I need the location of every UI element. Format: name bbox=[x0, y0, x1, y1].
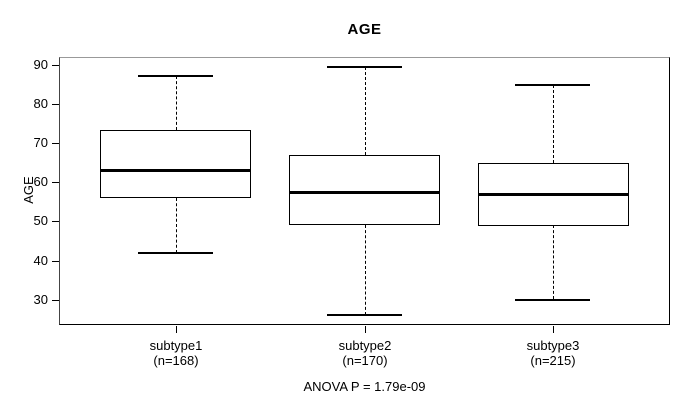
upper-whisker-line bbox=[176, 76, 177, 130]
lower-whisker-line bbox=[553, 225, 554, 299]
lower-whisker-line bbox=[176, 198, 177, 253]
x-category-n: (n=215) bbox=[530, 353, 576, 368]
lower-whisker-cap bbox=[138, 252, 213, 254]
x-category-label: subtype3 (n=215) bbox=[473, 338, 633, 368]
x-category-label: subtype1 (n=168) bbox=[96, 338, 256, 368]
y-tick-label: 40 bbox=[33, 253, 48, 268]
median-line bbox=[479, 193, 628, 196]
median-line bbox=[290, 191, 439, 194]
y-tick bbox=[52, 104, 59, 105]
upper-whisker-line bbox=[365, 67, 366, 155]
y-tick-label: 90 bbox=[33, 57, 48, 72]
x-tick bbox=[553, 326, 554, 333]
anova-caption: ANOVA P = 1.79e-09 bbox=[303, 379, 426, 394]
y-tick-label: 30 bbox=[33, 292, 48, 307]
y-tick bbox=[52, 143, 59, 144]
x-category-name: subtype2 bbox=[338, 338, 392, 353]
y-tick-label: 50 bbox=[33, 213, 48, 228]
y-tick bbox=[52, 261, 59, 262]
x-category-label: subtype2 (n=170) bbox=[285, 338, 445, 368]
x-category-name: subtype3 bbox=[526, 338, 580, 353]
x-category-n: (n=168) bbox=[153, 353, 199, 368]
x-category-n: (n=170) bbox=[342, 353, 388, 368]
upper-whisker-cap bbox=[515, 84, 590, 86]
y-tick bbox=[52, 221, 59, 222]
x-tick bbox=[176, 326, 177, 333]
y-tick-label: 80 bbox=[33, 96, 48, 111]
y-tick bbox=[52, 65, 59, 66]
y-tick bbox=[52, 182, 59, 183]
y-tick-label: 70 bbox=[33, 135, 48, 150]
chart-title: AGE bbox=[347, 21, 382, 38]
lower-whisker-line bbox=[365, 225, 366, 315]
lower-whisker-cap bbox=[327, 314, 402, 316]
upper-whisker-cap bbox=[138, 75, 213, 77]
upper-whisker-line bbox=[553, 85, 554, 163]
iqr-box bbox=[100, 130, 251, 198]
x-tick bbox=[365, 326, 366, 333]
y-tick bbox=[52, 300, 59, 301]
y-tick-label: 60 bbox=[33, 174, 48, 189]
upper-whisker-cap bbox=[327, 66, 402, 68]
iqr-box bbox=[289, 155, 440, 225]
x-category-name: subtype1 bbox=[149, 338, 203, 353]
median-line bbox=[101, 169, 250, 172]
lower-whisker-cap bbox=[515, 299, 590, 301]
